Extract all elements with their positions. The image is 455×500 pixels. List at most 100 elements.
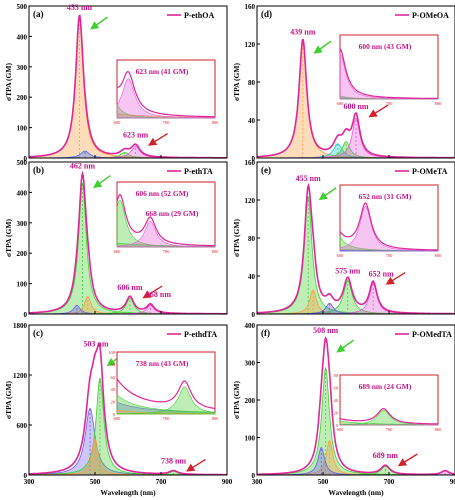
inset-label-2: 668 nm (29 GM) xyxy=(146,209,199,218)
inset-component xyxy=(339,250,438,252)
red-arrow xyxy=(142,285,163,299)
panel-d: 0 40 80 120 160 σTPA (GM) (d) P-OMeOA 439 nm 600 … xyxy=(232,3,455,163)
inset-component xyxy=(339,409,439,426)
y-tick-label: 160 xyxy=(245,159,256,167)
y-tick-label: 500 xyxy=(17,3,28,11)
y-axis-label: σTPA (GM) xyxy=(4,63,13,101)
inset-frame xyxy=(116,59,216,119)
x-tick-label: 300 xyxy=(24,478,35,486)
x-tick-label: 300 xyxy=(252,478,263,486)
y-tick-label: 500 xyxy=(17,159,28,167)
y-tick-label: 300 xyxy=(245,360,256,368)
inset-x-tick-label: 800 xyxy=(435,427,443,432)
inset: 600 700 800 652 nm (31 GM) xyxy=(337,184,442,258)
inset-line xyxy=(339,48,439,100)
y-tick-label: 0 xyxy=(252,155,256,163)
component-band xyxy=(256,440,455,476)
peak-annotation: 508 nm xyxy=(313,326,338,335)
inset-x-tick-label: 800 xyxy=(212,249,220,254)
y-tick-label: 40 xyxy=(248,273,256,281)
inset-label: 738 nm (43 GM) xyxy=(136,359,189,368)
inset-line xyxy=(116,193,215,247)
inset-line xyxy=(339,202,438,251)
inset-label: 600 nm (43 GM) xyxy=(359,42,412,51)
red-arrow xyxy=(185,458,206,472)
y-tick-label: 200 xyxy=(17,94,28,102)
inset-line xyxy=(117,70,216,118)
peak-annotation: 575 nm xyxy=(335,267,360,276)
inset-y-tick-label: 0 xyxy=(113,412,116,417)
y-axis-label: σTPA (GM) xyxy=(232,381,241,419)
y-tick-label: 0 xyxy=(252,311,256,319)
x-tick-label: 900 xyxy=(222,478,233,486)
inset-frame xyxy=(339,34,439,100)
inset-x-tick-label: 700 xyxy=(163,249,171,254)
inset-x-tick-label: 600 xyxy=(114,120,122,125)
inset-y-tick-label: 40 xyxy=(334,398,339,403)
green-arrow xyxy=(90,16,108,30)
inset-component xyxy=(116,386,216,415)
spectrum-line xyxy=(29,342,227,476)
y-tick-label: 400 xyxy=(245,322,256,330)
panel-f: 0100200300400300500700900Wavelength (nm)… xyxy=(232,322,455,497)
panel-e: 0 40 80 120 160 σTPA (GM) (e) P-OMeTA 455 nm 575 … xyxy=(232,159,455,319)
inset-component xyxy=(116,78,216,119)
y-axis-label: σTPA (GM) xyxy=(4,381,13,419)
inset-label: 689 nm (24 GM) xyxy=(359,382,412,391)
inset-y-tick-label: 40 xyxy=(111,387,116,392)
legend-label: P-OMedTA xyxy=(412,330,452,339)
inset-frame xyxy=(116,351,216,415)
inset-x-tick-label: 700 xyxy=(386,253,394,258)
y-axis-label: σTPA (GM) xyxy=(232,219,241,257)
y-tick-label: 100 xyxy=(17,281,28,289)
y-tick-label: 80 xyxy=(248,235,256,243)
inset-label: 652 nm (31 GM) xyxy=(359,192,412,201)
green-arrow xyxy=(318,187,337,201)
inset-y-tick-label: 20 xyxy=(334,411,339,416)
x-tick-label: 500 xyxy=(318,478,329,486)
inset: 600 700 800 606 nm (52 GM) 668 nm (29 GM) xyxy=(114,181,220,254)
inset-x-tick-label: 600 xyxy=(337,253,345,258)
inset-y-tick-label: 80 xyxy=(334,373,339,378)
x-tick-label: 900 xyxy=(450,478,455,486)
green-arrow xyxy=(336,339,355,353)
inset-x-tick-label: 800 xyxy=(435,101,443,106)
green-arrow xyxy=(93,174,111,188)
y-tick-label: 0 xyxy=(24,311,28,319)
x-tick-label: 700 xyxy=(384,478,395,486)
spectrum-line xyxy=(257,182,455,315)
panel-label: (f) xyxy=(261,328,270,338)
peak-annotation: 503 nm xyxy=(83,340,108,349)
inset-x-tick-label: 800 xyxy=(212,416,220,421)
peak-annotation: 623 nm xyxy=(123,131,148,140)
inset-x-tick-label: 700 xyxy=(386,427,394,432)
y-tick-label: 160 xyxy=(245,3,256,11)
x-axis-label: Wavelength (nm) xyxy=(100,488,156,497)
peak-annotation: 462 nm xyxy=(70,162,95,171)
panel-label: (d) xyxy=(261,9,272,19)
panel-label: (c) xyxy=(33,328,43,338)
panel-b: 0 100 200 300 400 500 σTPA (GM) (b) P-ethTA 462 n… xyxy=(4,159,228,319)
axes-frame xyxy=(28,324,228,476)
legend-label: P-ethOA xyxy=(184,11,214,20)
inset-x-tick-label: 800 xyxy=(212,120,220,125)
inset-x-tick-label: 600 xyxy=(114,249,122,254)
inset-label: 623 nm (41 GM) xyxy=(136,67,189,76)
green-arrow xyxy=(313,40,332,54)
inset-y-tick-label: 20 xyxy=(111,400,116,405)
y-tick-label: 1800 xyxy=(13,322,28,330)
inset: 600 700 800 600 nm (43 GM) xyxy=(337,34,443,106)
y-tick-label: 300 xyxy=(17,220,28,228)
y-tick-label: 200 xyxy=(245,397,256,405)
peak-annotation: 652 nm xyxy=(369,270,394,279)
panel-label: (a) xyxy=(33,9,44,19)
legend-label: P-ethdTA xyxy=(184,330,217,339)
inset-x-tick-label: 700 xyxy=(163,416,171,421)
y-tick-label: 40 xyxy=(248,117,256,125)
legend-label: P-ethTA xyxy=(184,167,213,176)
red-arrow xyxy=(385,271,406,285)
y-axis-label: σTPA (GM) xyxy=(4,219,13,257)
x-tick-label: 700 xyxy=(156,478,167,486)
red-arrow xyxy=(397,453,418,467)
